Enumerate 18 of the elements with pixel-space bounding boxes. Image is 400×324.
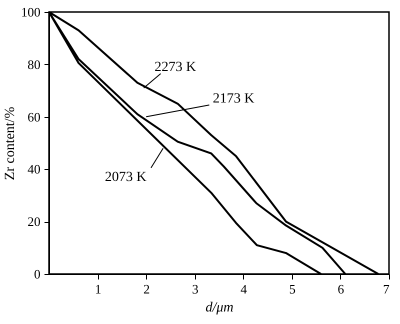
x-tick-label: 4 — [240, 282, 248, 296]
y-tick-label: 80 — [28, 56, 40, 72]
x-tick-label: 1 — [94, 282, 102, 296]
annotation: 2173 K — [212, 91, 254, 106]
y-tick-label: 40 — [28, 162, 40, 177]
y-tick-label: 100 — [21, 4, 40, 20]
y-tick-label: 0 — [34, 266, 40, 282]
x-tick-label: 3 — [192, 282, 198, 296]
annotation: 2073 K — [104, 170, 147, 186]
x-tick-label: 7 — [383, 282, 390, 296]
annotation: 2273 K — [154, 60, 196, 76]
x-axis-title: d/μm — [205, 300, 234, 316]
y-axis-title: Zr content/% — [3, 106, 18, 180]
x-tick-label: 6 — [338, 282, 345, 296]
y-tick-label: 60 — [28, 109, 40, 124]
x-tick-label: 5 — [289, 282, 296, 296]
y-tick-label: 20 — [28, 214, 40, 230]
x-tick-label: 2 — [143, 282, 150, 296]
